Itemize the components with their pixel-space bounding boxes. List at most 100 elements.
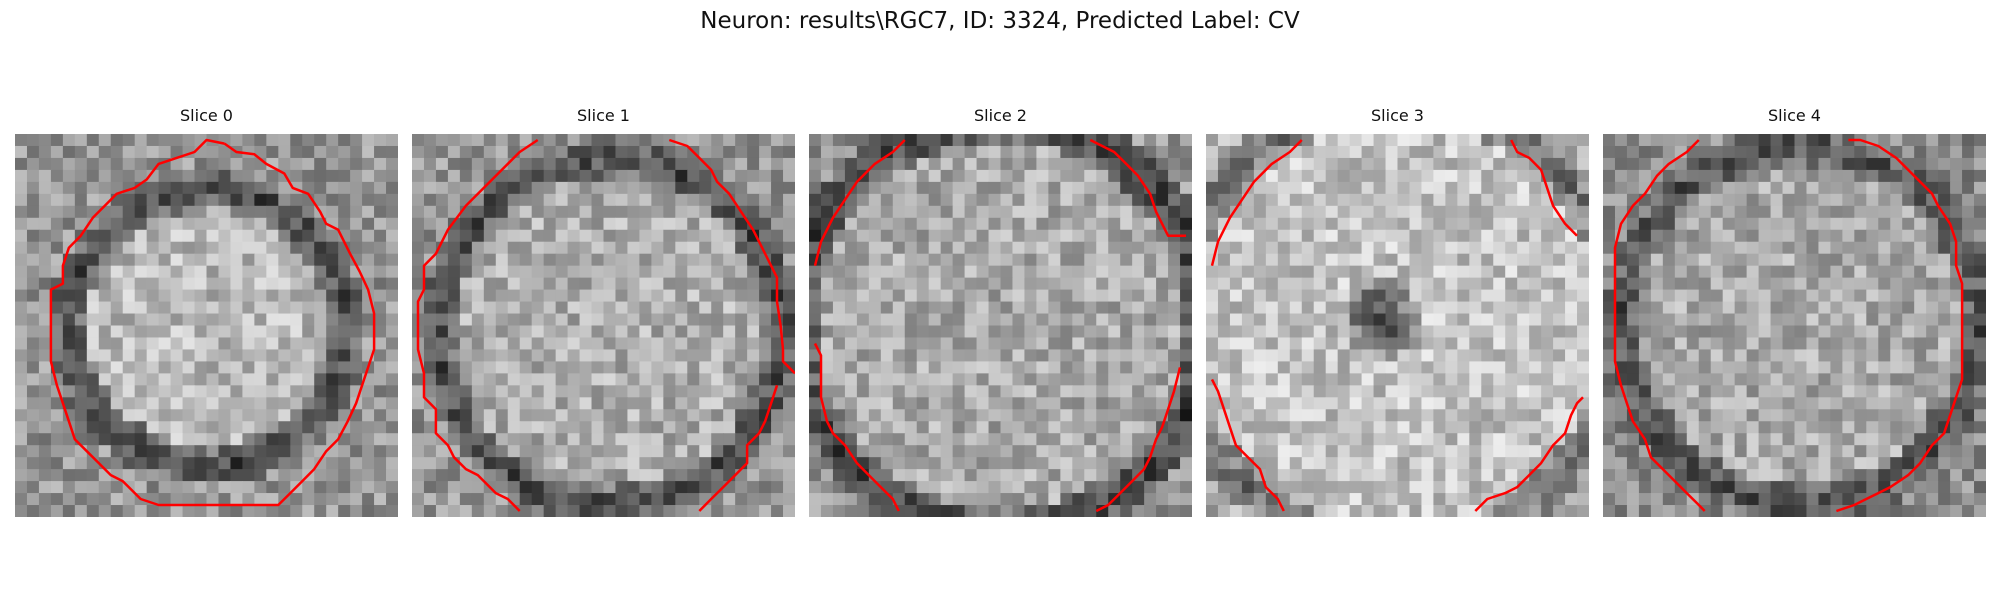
pixel-cell [1132,241,1145,255]
pixel-cell [1974,265,1986,279]
pixel-cell [1782,385,1796,398]
pixel-cell [1950,313,1963,327]
pixel-cell [1469,145,1482,159]
pixel-cell [74,181,88,195]
pixel-cell [1830,134,1843,147]
pixel-cell [1541,313,1554,327]
pixel-cell [435,301,449,315]
pixel-cell [50,289,64,303]
pixel-cell [1120,337,1133,351]
pixel-cell [1457,505,1470,517]
pixel-cell [110,337,124,351]
pixel-cell [1830,373,1843,386]
pixel-cell [182,217,196,231]
pixel-cell [74,277,88,291]
pixel-cell [809,205,822,219]
pixel-cell [699,265,712,279]
pixel-cell [651,457,664,470]
pixel-cell [1914,217,1927,231]
pixel-cell [374,445,387,458]
pixel-cell [1842,445,1855,458]
pixel-cell [1818,145,1832,159]
pixel-cell [687,385,700,398]
pixel-cell [952,217,966,231]
pixel-cell [1000,217,1014,231]
pixel-cell [435,134,449,147]
pixel-cell [651,253,664,267]
pixel-cell [507,373,521,386]
pixel-cell [519,385,533,398]
pixel-cell [555,169,569,183]
pixel-cell [194,421,208,434]
pixel-cell [1036,337,1049,351]
pixel-cell [1084,229,1097,243]
pixel-cell [940,217,954,231]
pixel-cell [832,445,846,458]
pixel-cell [122,205,136,219]
pixel-cell [290,493,303,506]
pixel-cell [1926,145,1939,159]
pixel-cell [603,134,617,147]
pixel-cell [1144,277,1157,291]
pixel-cell [1818,337,1832,351]
pixel-cell [1096,217,1109,231]
pixel-cell [1397,421,1411,434]
pixel-cell [615,169,629,183]
pixel-cell [711,361,724,374]
pixel-cell [302,169,315,183]
pixel-cell [1024,325,1038,339]
pixel-cell [386,277,398,291]
pixel-cell [110,397,124,410]
pixel-cell [663,301,676,315]
pixel-cell [952,325,966,339]
pixel-cell [1469,493,1482,506]
pixel-cell [1553,493,1566,506]
pixel-cell [1036,289,1049,303]
pixel-cell [447,445,461,458]
pixel-cell [639,145,652,159]
pixel-cell [1072,481,1085,494]
pixel-cell [218,301,232,315]
pixel-cell [471,397,485,410]
pixel-cell [747,157,760,171]
pixel-cell [1926,325,1939,339]
pixel-cell [976,301,990,315]
pixel-cell [1168,457,1181,470]
pixel-cell [386,397,398,410]
pixel-cell [531,181,545,195]
pixel-cell [1325,145,1339,159]
pixel-cell [1710,229,1724,243]
pixel-cell [1493,193,1506,207]
pixel-cell [663,181,676,195]
pixel-cell [988,445,1002,458]
pixel-cell [1048,445,1061,458]
pixel-cell [1962,289,1975,303]
pixel-cell [314,469,327,482]
pixel-cell [1517,421,1530,434]
pixel-cell [1842,361,1855,374]
pixel-cell [412,181,425,195]
pixel-cell [182,134,196,147]
pixel-cell [964,217,978,231]
pixel-cell [651,421,664,434]
pixel-cell [1950,289,1963,303]
pixel-cell [1806,193,1820,207]
pixel-cell [988,145,1002,159]
pixel-cell [627,265,641,279]
pixel-cell [206,361,220,374]
pixel-cell [290,205,303,219]
pixel-cell [809,385,822,398]
pixel-cell [302,181,315,195]
pixel-cell [1938,445,1951,458]
pixel-cell [338,169,351,183]
pixel-cell [314,433,327,446]
pixel-cell [423,337,437,351]
pixel-cell [579,289,593,303]
pixel-cell [651,325,664,339]
pixel-cell [1770,253,1784,267]
pixel-cell [543,301,557,315]
pixel-cell [1758,325,1772,339]
pixel-cell [1168,337,1181,351]
pixel-cell [302,349,315,363]
pixel-cell [1878,373,1891,386]
